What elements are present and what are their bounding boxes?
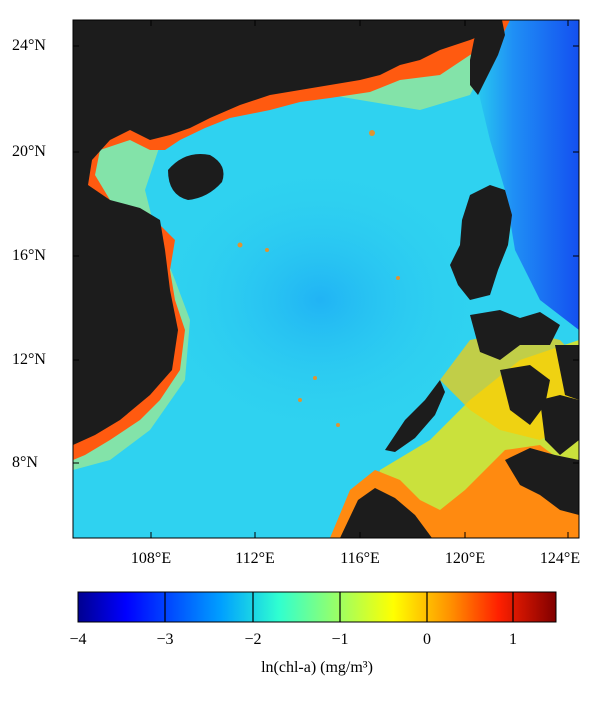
land-mindanao <box>505 448 579 515</box>
land-taiwan <box>470 20 505 95</box>
deep-basin-layer <box>150 160 490 440</box>
land-mindanao-east <box>540 395 579 455</box>
land-south-china <box>73 20 500 445</box>
map-panel <box>73 20 579 538</box>
lon-ticks <box>150 20 569 538</box>
land-borneo <box>340 488 432 538</box>
colorbar <box>77 591 557 623</box>
lon-label-124e: 124°E <box>539 550 581 567</box>
lat-label-12n: 12°N <box>12 351 46 368</box>
lat-ticks <box>73 45 579 464</box>
colorbar-tick-label: 1 <box>509 631 517 648</box>
map-frame <box>72 19 580 539</box>
lon-label-120e: 120°E <box>444 550 486 567</box>
land-luzon-south <box>470 310 560 360</box>
lat-label-16n: 16°N <box>12 247 46 264</box>
colorbar-tick-label: 0 <box>423 631 431 648</box>
colorbar-ticks <box>164 592 514 622</box>
lon-label-108e: 108°E <box>130 550 172 567</box>
colorbar-tick-label: −3 <box>156 631 174 648</box>
land-hainan <box>168 154 224 200</box>
land-palawan <box>385 380 445 452</box>
colorbar-title: ln(chl-a) (mg/m³) <box>261 659 373 676</box>
lon-label-116e: 116°E <box>340 550 380 567</box>
lat-label-8n: 8°N <box>12 454 38 471</box>
lat-label-20n: 20°N <box>12 143 46 160</box>
pacific-low-chl-layer <box>478 20 579 330</box>
colorbar-tick-label: −2 <box>244 631 262 648</box>
lon-label-112e: 112°E <box>235 550 275 567</box>
colorbar-tick-label: −4 <box>69 631 87 648</box>
lat-label-24n: 24°N <box>12 37 46 54</box>
reef-patches <box>237 130 400 427</box>
land-eastern-islands <box>555 345 579 400</box>
colorbar-tick-label: −1 <box>331 631 349 648</box>
land-visayas <box>500 365 550 425</box>
land-luzon <box>450 185 512 300</box>
